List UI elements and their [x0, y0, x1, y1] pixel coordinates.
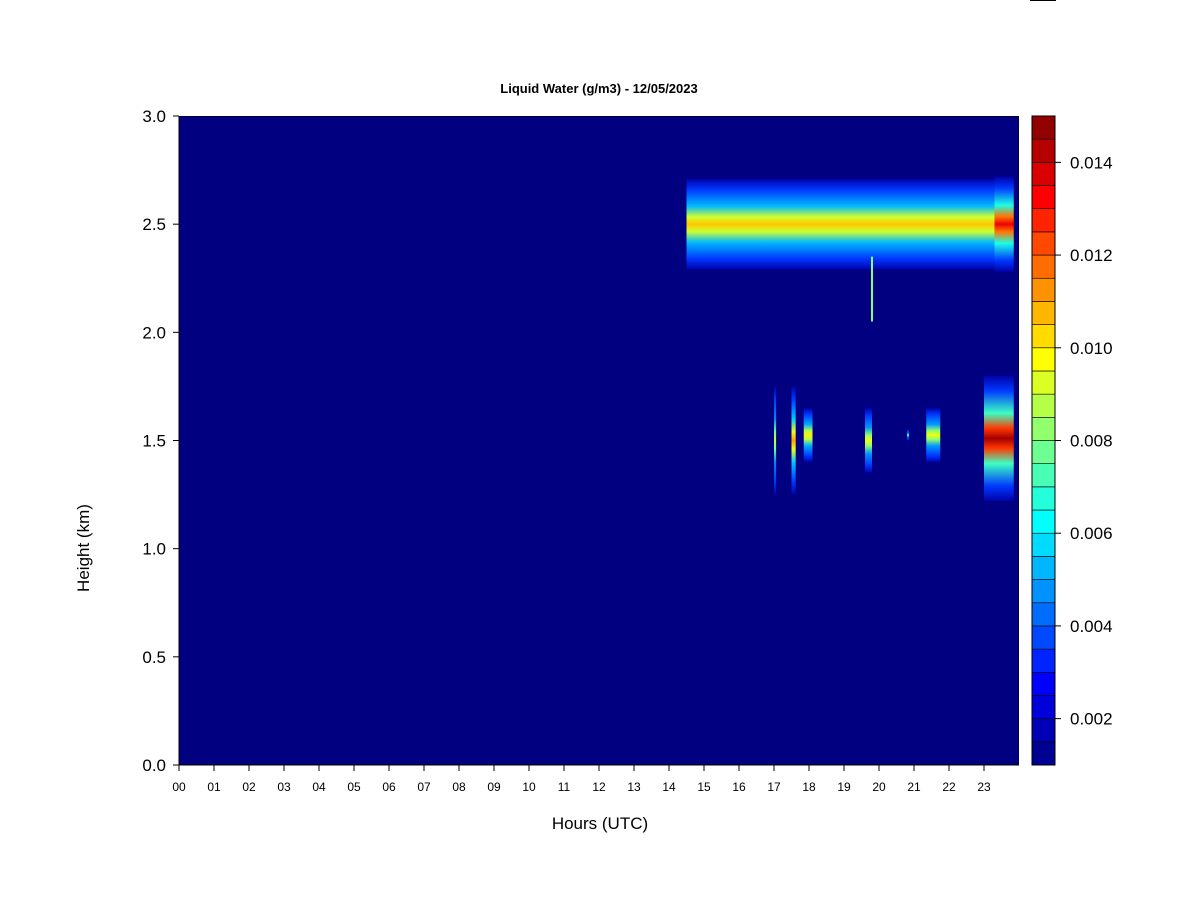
- heatmap-plot-area: [179, 116, 1019, 765]
- cloud-streak: [871, 256, 873, 322]
- colorbar-segment: [1031, 185, 1056, 210]
- colorbar-segment: [1031, 162, 1056, 186]
- y-tick-label: 2.0: [142, 323, 166, 342]
- x-tick-label: 14: [662, 780, 676, 794]
- colorbar-segment: [1031, 393, 1056, 418]
- x-tick-label: 04: [312, 780, 326, 794]
- colorbar-segment: [1031, 579, 1056, 604]
- x-tick-label: 16: [732, 780, 746, 794]
- colorbar-segment: [1031, 463, 1056, 488]
- colorbar-segment: [1031, 718, 1056, 743]
- x-tick-label: 02: [242, 780, 256, 794]
- colorbar-segment: [1031, 347, 1056, 372]
- colorbar-segment: [1031, 254, 1056, 279]
- colorbar-tick-label: 0.012: [1070, 246, 1113, 265]
- colorbar-segment: [1031, 532, 1056, 557]
- colorbar-tick-label: 0.004: [1070, 617, 1113, 636]
- cloud-column: [791, 386, 796, 495]
- colorbar-segment: [1031, 648, 1056, 673]
- cloud-column: [865, 408, 872, 473]
- x-tick-label: 05: [347, 780, 361, 794]
- colorbar-segment: [1031, 509, 1056, 534]
- x-tick-label: 08: [452, 780, 466, 794]
- colorbar: 0.002 0.004 0.006 0.008 0.010 0.012 0.014: [1031, 115, 1113, 766]
- y-tick-label: 3.0: [142, 107, 166, 126]
- colorbar-segment: [1031, 486, 1056, 511]
- y-tick-label: 0.0: [142, 756, 166, 775]
- x-tick-label: 20: [872, 780, 886, 794]
- x-tick-label: 22: [942, 780, 956, 794]
- x-tick-label: 21: [907, 780, 921, 794]
- colorbar-segment: [1031, 741, 1056, 766]
- x-tick-label: 19: [837, 780, 851, 794]
- colorbar-tick-label: 0.008: [1070, 432, 1113, 451]
- colorbar-tick-label: 0.010: [1070, 339, 1113, 358]
- colorbar-segment: [1031, 231, 1056, 256]
- cloud-column: [984, 375, 1014, 502]
- colorbar-segment: [1031, 602, 1056, 627]
- x-axis-label: Hours (UTC): [552, 814, 648, 833]
- x-tick-label: 10: [522, 780, 536, 794]
- colorbar-segment: [1031, 695, 1056, 719]
- x-tick-label: 06: [382, 780, 396, 794]
- colorbar-segment: [1031, 370, 1056, 395]
- chart-title: Liquid Water (g/m3) - 12/05/2023: [500, 81, 697, 96]
- y-tick-label: 1.5: [142, 432, 166, 451]
- colorbar-segment: [1031, 556, 1056, 580]
- x-tick-label: 12: [592, 780, 606, 794]
- colorbar-segment: [1031, 417, 1056, 441]
- y-tick-label: 1.0: [142, 540, 166, 559]
- x-tick-label: 18: [802, 780, 816, 794]
- cloud-column: [926, 408, 941, 463]
- colorbar-tick-label: 0.006: [1070, 524, 1113, 543]
- colorbar-segment: [1031, 440, 1056, 464]
- x-tick-label: 01: [207, 780, 221, 794]
- colorbar-segment: [1031, 208, 1056, 233]
- colorbar-segment: [1031, 277, 1056, 302]
- colorbar-segment: [1031, 671, 1056, 696]
- x-tick-label: 03: [277, 780, 291, 794]
- x-tick-label: 23: [977, 780, 991, 794]
- colorbar-segment: [1031, 625, 1056, 650]
- y-axis: 0.0 0.5 1.0 1.5 2.0 2.5 3.0: [142, 107, 180, 775]
- x-tick-label: 11: [558, 780, 571, 794]
- x-tick-label: 17: [767, 780, 781, 794]
- cloud-layer: [994, 176, 1014, 272]
- cloud-column: [774, 386, 777, 495]
- y-axis-label: Height (km): [74, 504, 93, 592]
- colorbar-segment: [1031, 138, 1056, 163]
- cloud-column: [907, 429, 909, 441]
- x-tick-label: 15: [697, 780, 711, 794]
- colorbar-segment: [1031, 301, 1056, 325]
- y-tick-label: 0.5: [142, 648, 166, 667]
- colorbar-tick-label: 0.014: [1070, 153, 1113, 172]
- colorbar-tick-label: 0.002: [1070, 710, 1113, 729]
- x-tick-label: 13: [627, 780, 641, 794]
- x-tick-label: 00: [172, 780, 186, 794]
- top-edge-marker: [1030, 0, 1056, 1]
- colorbar-segment: [1031, 324, 1056, 349]
- cloud-layer: [686, 178, 995, 270]
- colorbar-segment: [1031, 115, 1056, 140]
- x-axis: 00 01 02 03 04 05 06 07 08 09 10 11 12 13 14 15 16 17 18 19…: [172, 764, 1019, 794]
- x-tick-label: 07: [417, 780, 431, 794]
- y-tick-label: 2.5: [142, 215, 166, 234]
- cloud-column: [803, 408, 813, 463]
- x-tick-label: 09: [487, 780, 501, 794]
